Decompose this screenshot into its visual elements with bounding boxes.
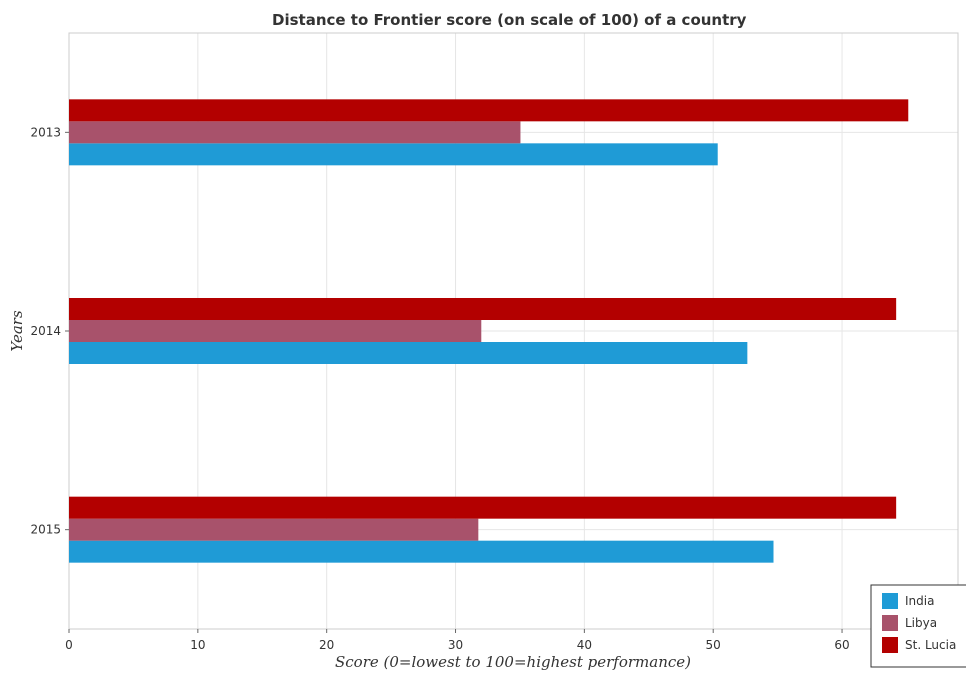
bar-libya-2015 bbox=[69, 518, 479, 541]
x-tick-label: 60 bbox=[834, 638, 849, 652]
x-axis-ticks: 0 10 20 30 40 50 60 bbox=[65, 629, 850, 652]
bar-st-lucia-2013 bbox=[69, 99, 909, 122]
y-tick-label: 2014 bbox=[30, 324, 61, 338]
y-axis-label: Years bbox=[8, 310, 26, 352]
chart-title: Distance to Frontier score (on scale of … bbox=[272, 11, 747, 29]
legend-label: Libya bbox=[905, 616, 937, 630]
y-tick-label: 2015 bbox=[30, 523, 61, 537]
bar-india-2013 bbox=[69, 143, 718, 166]
bar-libya-2014 bbox=[69, 320, 482, 342]
legend-swatch bbox=[882, 593, 898, 609]
bar-st-lucia-2014 bbox=[69, 298, 897, 320]
x-tick-label: 10 bbox=[190, 638, 205, 652]
x-tick-label: 40 bbox=[577, 638, 592, 652]
legend: India Libya St. Lucia bbox=[870, 584, 966, 668]
bar-india-2015 bbox=[69, 540, 774, 563]
legend-swatch bbox=[882, 615, 898, 631]
x-tick-label: 20 bbox=[319, 638, 334, 652]
y-axis-ticks: 2013 2014 2015 bbox=[30, 125, 69, 537]
bar-st-lucia-2015 bbox=[69, 496, 897, 519]
bar-india-2014 bbox=[69, 342, 748, 364]
legend-label: St. Lucia bbox=[905, 638, 956, 652]
x-tick-label: 50 bbox=[706, 638, 721, 652]
bar-libya-2013 bbox=[69, 121, 521, 144]
legend-swatch bbox=[882, 637, 898, 653]
y-tick-label: 2013 bbox=[30, 125, 61, 139]
x-tick-label: 30 bbox=[448, 638, 463, 652]
bars bbox=[69, 99, 909, 563]
x-axis-label: Score (0=lowest to 100=highest performan… bbox=[335, 653, 691, 671]
x-tick-label: 0 bbox=[65, 638, 73, 652]
legend-label: India bbox=[905, 594, 934, 608]
